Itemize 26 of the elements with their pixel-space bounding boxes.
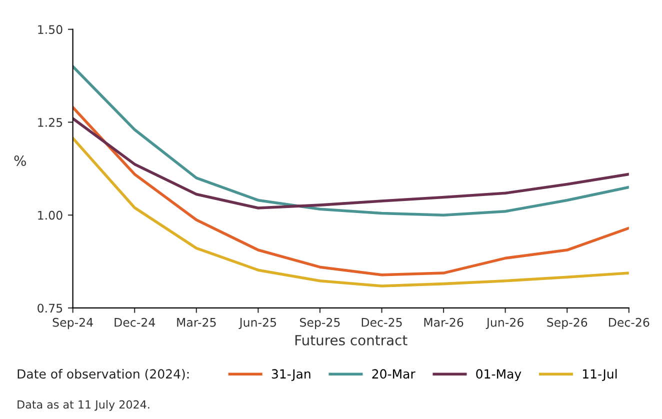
x-tick-label: Dec-26 bbox=[608, 318, 650, 327]
x-tick-label: Dec-24 bbox=[114, 318, 156, 327]
y-tick-label: 1.00 bbox=[38, 210, 62, 220]
legend-label: 20-Mar bbox=[372, 369, 416, 379]
x-axis-title: Futures contract bbox=[295, 335, 408, 346]
x-tick-label: Sep-24 bbox=[52, 318, 93, 330]
y-tick-label: 1.25 bbox=[38, 118, 62, 127]
line-series bbox=[72, 65, 629, 216]
legend-title: Date of observation (2024): bbox=[18, 368, 189, 380]
x-tick-label: Jun-26 bbox=[486, 318, 524, 330]
x-tick-label: Sep-25 bbox=[300, 318, 340, 330]
x-tick-label: Mar-25 bbox=[177, 318, 216, 327]
x-tick-label: Jun-25 bbox=[238, 318, 276, 330]
x-tick-label: Sep-26 bbox=[547, 318, 588, 330]
text: Data as at 11 July 2024. bbox=[18, 400, 150, 411]
line-series bbox=[72, 136, 629, 288]
legend-label: 31-Jan bbox=[272, 369, 310, 381]
y-tick-label: 0.75 bbox=[38, 304, 62, 313]
x-tick-label: Dec-25 bbox=[362, 318, 402, 327]
line-series bbox=[72, 117, 629, 210]
y-axis-title: % bbox=[14, 155, 26, 166]
legend-label: 01-May bbox=[476, 369, 522, 382]
line-series bbox=[72, 106, 629, 276]
x-tick-label: Mar-26 bbox=[424, 318, 464, 327]
legend-label: 11-Jul bbox=[582, 368, 617, 381]
y-tick-label: 1.50 bbox=[38, 25, 62, 34]
